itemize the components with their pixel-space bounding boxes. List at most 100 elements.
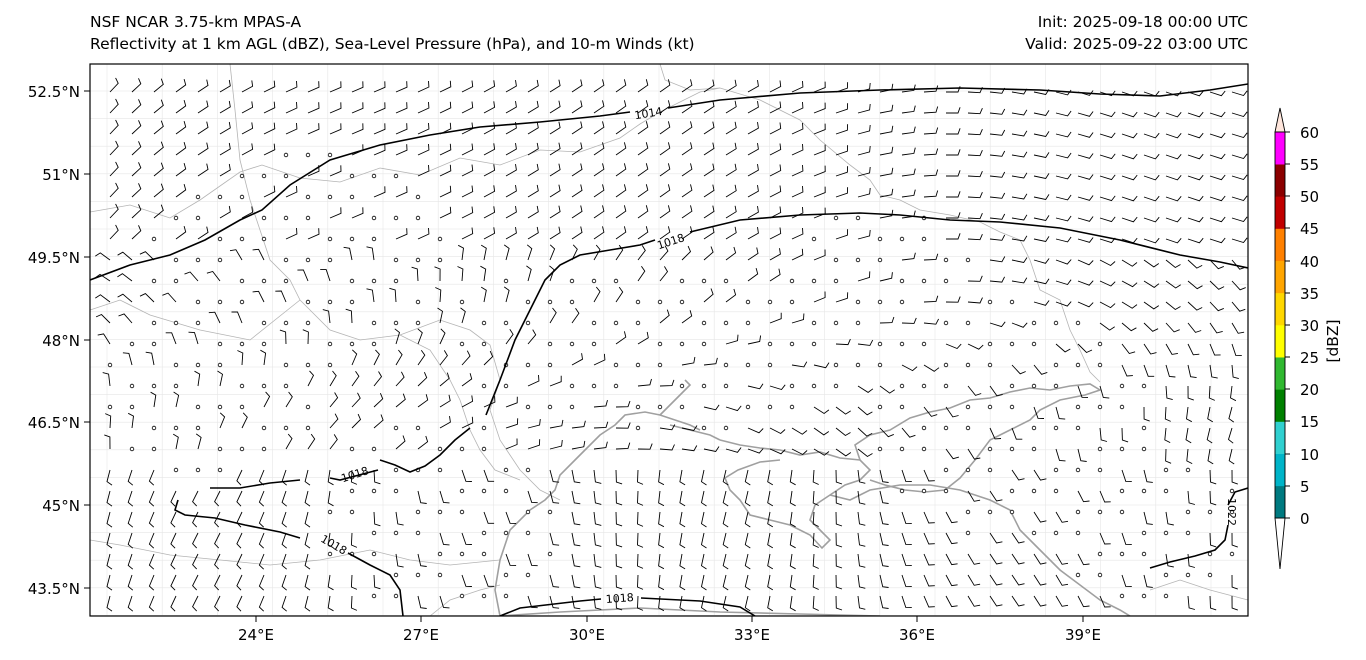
wind-barb [879, 469, 889, 483]
wind-barb [1209, 132, 1226, 139]
calm-wind-marker [349, 278, 355, 284]
wind-barb [593, 121, 605, 135]
wind-barb [1143, 574, 1153, 588]
wind-barb [571, 121, 583, 135]
wind-barb [901, 189, 916, 198]
calm-wind-marker [1009, 383, 1015, 389]
wind-barb [857, 271, 871, 282]
wind-barb [1187, 111, 1204, 118]
wind-barb [659, 205, 671, 219]
wind-barb [109, 119, 119, 135]
wind-barb [302, 329, 309, 345]
calm-wind-marker [503, 593, 509, 599]
cb-tick-label: 50 [1300, 188, 1319, 206]
wind-barb [329, 81, 342, 93]
calm-wind-marker [283, 320, 289, 326]
wind-barb [1099, 322, 1115, 331]
wind-barb [1033, 574, 1047, 586]
wind-barb [1077, 132, 1094, 138]
calm-wind-marker [1075, 320, 1081, 326]
calm-wind-marker [1075, 530, 1081, 536]
calm-wind-marker [943, 278, 949, 284]
wind-barb [879, 272, 893, 282]
wind-barb [789, 469, 796, 486]
wind-barb [549, 490, 560, 504]
calm-wind-marker [657, 362, 663, 368]
wind-barb [417, 435, 429, 450]
country-borders [90, 64, 1248, 616]
wind-barb [148, 469, 155, 486]
calm-wind-marker [899, 404, 905, 410]
wind-barb [304, 469, 311, 486]
wind-barb [747, 101, 759, 114]
calm-wind-marker [591, 341, 597, 347]
wind-barb [241, 206, 254, 219]
calm-wind-marker [195, 299, 201, 305]
wind-barb [236, 553, 243, 570]
wind-barb [767, 553, 774, 570]
wind-barb [350, 574, 358, 590]
wind-barb [813, 102, 826, 114]
wind-barb [366, 288, 375, 303]
wind-barb [681, 100, 693, 114]
wind-barb [593, 553, 602, 568]
wind-barb [275, 290, 287, 303]
wind-barb [1055, 110, 1072, 117]
wind-barb [1187, 195, 1204, 202]
wind-barb [480, 265, 487, 282]
colorbar-segment [1275, 325, 1285, 358]
calm-wind-marker [987, 404, 993, 410]
calm-wind-marker [1031, 530, 1037, 536]
lon-tick-label: 30°E [569, 626, 605, 644]
calm-wind-marker [635, 320, 641, 326]
calm-wind-marker [569, 341, 575, 347]
wind-barb [857, 229, 871, 240]
wind-barb [549, 79, 561, 93]
wind-barb [658, 532, 665, 549]
wind-barb [901, 317, 917, 324]
wind-barb [395, 349, 403, 366]
wind-barb [153, 78, 164, 93]
calm-wind-marker [371, 551, 377, 557]
wind-barb [571, 307, 580, 324]
wind-barb [744, 574, 751, 591]
wind-barb [989, 595, 1003, 607]
calm-wind-marker [965, 509, 971, 515]
wind-barb [483, 511, 495, 524]
calm-wind-marker [327, 194, 333, 200]
wind-barb [1186, 406, 1193, 423]
wind-barb [945, 574, 958, 587]
wind-barb [901, 168, 916, 177]
wind-barb [214, 511, 221, 528]
wind-barb [681, 310, 693, 324]
wind-barb [97, 333, 111, 345]
wind-barb [703, 404, 720, 411]
wind-barb [483, 143, 496, 156]
calm-wind-marker [525, 572, 531, 578]
wind-barb [659, 100, 671, 114]
wind-barb [769, 312, 782, 324]
wind-barb [725, 447, 742, 453]
wind-barb [1099, 490, 1111, 503]
wind-barb [102, 372, 111, 387]
calm-wind-marker [173, 257, 179, 263]
wind-barb [945, 511, 958, 524]
wind-barb [637, 245, 646, 261]
wind-barb [285, 101, 298, 114]
wind-barb [527, 329, 537, 345]
wind-barb [437, 307, 444, 324]
wind-barb [170, 511, 177, 528]
wind-barb [1099, 216, 1116, 223]
calm-wind-marker [1097, 467, 1103, 473]
wind-barb [725, 246, 737, 261]
wind-barb [1209, 301, 1224, 312]
calm-wind-marker [129, 404, 135, 410]
wind-barb [145, 351, 155, 366]
wind-barb [457, 266, 464, 282]
calm-wind-marker [965, 425, 971, 431]
cb-tick-label: 20 [1300, 381, 1319, 399]
wind-barb [417, 372, 428, 387]
wind-barb [285, 122, 298, 135]
wind-barb [258, 553, 265, 570]
wind-barb [967, 553, 981, 565]
